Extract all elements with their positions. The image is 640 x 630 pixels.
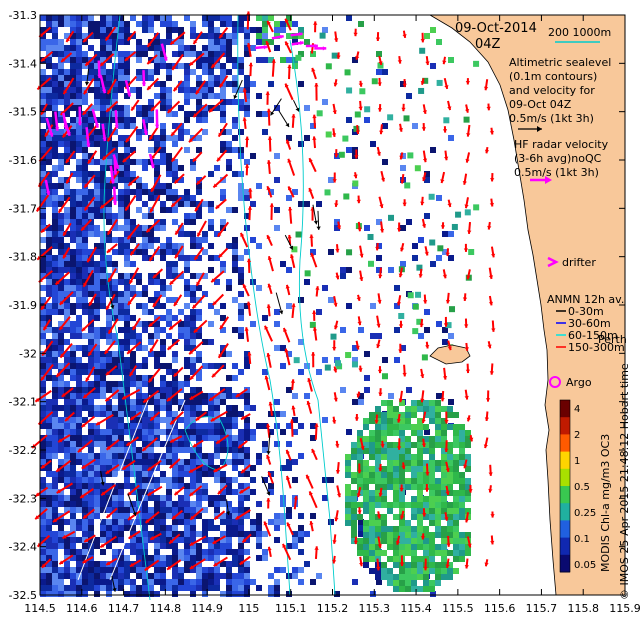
perth-label: Perth bbox=[598, 333, 627, 346]
x-tick-label: 115.3 bbox=[359, 602, 391, 615]
colorbar-segment bbox=[560, 417, 570, 435]
chlorophyll-pixels bbox=[40, 15, 480, 597]
colorbar-segment bbox=[560, 468, 570, 487]
time-label: 04Z bbox=[475, 37, 501, 52]
x-tick-label: 115.1 bbox=[275, 602, 307, 615]
x-tick-label: 114.5 bbox=[24, 602, 56, 615]
velocity-arrows bbox=[31, 11, 496, 592]
colorbar-tick-label: 0.5 bbox=[574, 482, 590, 493]
y-tick-label: -32.5 bbox=[9, 589, 37, 602]
colorbar-tick-label: 0.1 bbox=[574, 534, 590, 545]
svg-text:and velocity for: and velocity for bbox=[509, 84, 595, 97]
svg-text:09-Oct 04Z: 09-Oct 04Z bbox=[509, 98, 572, 111]
y-tick-label: -31.5 bbox=[9, 106, 37, 119]
svg-text:(3-6h avg)noQC: (3-6h avg)noQC bbox=[514, 152, 602, 165]
x-tick-label: 115.2 bbox=[317, 602, 349, 615]
anmn-item-label: 0-30m bbox=[568, 305, 604, 318]
anmn-item-label: 150-300m bbox=[568, 341, 625, 354]
colorbar-segment bbox=[560, 520, 570, 539]
x-tick-label: 115.4 bbox=[400, 602, 432, 615]
anmn-item-label: 60-150m bbox=[568, 329, 618, 342]
svg-text:HF radar velocity: HF radar velocity bbox=[514, 138, 609, 151]
y-tick-label: -31.8 bbox=[9, 251, 37, 264]
colorbar-tick-label: 4 bbox=[574, 404, 580, 415]
x-tick-label: 115.8 bbox=[567, 602, 599, 615]
x-tick-label: 115.7 bbox=[526, 602, 558, 615]
credit-text: © IMOS 25-Apr-2015 21:48:12 Hobart time bbox=[618, 363, 631, 600]
svg-text:Argo: Argo bbox=[566, 376, 592, 389]
colorbar-segment bbox=[560, 537, 570, 556]
svg-text:Altimetric sealevel: Altimetric sealevel bbox=[509, 56, 611, 69]
land-area bbox=[428, 14, 626, 596]
colorbar-tick-label: 0.05 bbox=[574, 560, 596, 571]
colorbar-segment bbox=[560, 451, 570, 470]
colorbar-segment bbox=[560, 554, 570, 573]
axes: 114.5 114.6 114.7 114.8 114.9 115 115.1 115.2 11… bbox=[9, 9, 640, 615]
altimetric-legend: Altimetric sealevel (0.1m contours) and … bbox=[509, 56, 611, 132]
x-tick-label: 114.7 bbox=[108, 602, 140, 615]
svg-text:drifter: drifter bbox=[562, 256, 596, 269]
island bbox=[429, 344, 471, 365]
y-tick-label: -32 bbox=[19, 347, 37, 360]
colorbar-label: MODIS Chl-a mg/m3 OC3 bbox=[599, 434, 612, 572]
colorbar-segment bbox=[560, 503, 570, 521]
y-tick-label: -31.3 bbox=[9, 9, 37, 22]
drifter-legend: drifter bbox=[547, 256, 596, 269]
y-tick-label: -32.2 bbox=[9, 444, 37, 457]
x-tick-label: 115 bbox=[238, 602, 259, 615]
argo-legend: Argo bbox=[549, 376, 592, 389]
date-label: 09-Oct-2014 bbox=[455, 21, 537, 36]
colorbar-segment bbox=[560, 400, 570, 418]
y-tick-label: -31.7 bbox=[9, 202, 37, 215]
svg-text:(0.1m contours): (0.1m contours) bbox=[509, 70, 597, 83]
chl-colorbar: 4 2 1 0.5 0.25 0.1 0.05 bbox=[559, 399, 596, 573]
x-tick-label: 115.5 bbox=[442, 602, 474, 615]
colorbar-tick-label: 1 bbox=[574, 456, 580, 467]
y-tick-label: -32.4 bbox=[9, 541, 37, 554]
x-tick-label: 115.9 bbox=[609, 602, 640, 615]
svg-text:ANMN 12h av.: ANMN 12h av. bbox=[547, 293, 624, 306]
x-tick-label: 114.6 bbox=[66, 602, 98, 615]
y-tick-label: -32.3 bbox=[9, 492, 37, 505]
hf-radar-legend: HF radar velocity (3-6h avg)noQC 0.5m/s … bbox=[514, 138, 609, 184]
y-tick-label: -31.6 bbox=[9, 154, 37, 167]
svg-text:0.5m/s (1kt 3h): 0.5m/s (1kt 3h) bbox=[514, 166, 599, 179]
anmn-item-label: 30-60m bbox=[568, 317, 611, 330]
x-tick-label: 114.9 bbox=[191, 602, 223, 615]
colorbar-tick-label: 2 bbox=[574, 430, 580, 441]
y-tick-label: -32.1 bbox=[9, 396, 37, 409]
y-tick-label: -31.9 bbox=[9, 299, 37, 312]
x-tick-label: 114.8 bbox=[150, 602, 182, 615]
svg-text:0.5m/s (1kt 3h): 0.5m/s (1kt 3h) bbox=[509, 112, 594, 125]
colorbar-tick-label: 0.25 bbox=[574, 508, 596, 519]
colorbar-segment bbox=[560, 486, 570, 504]
x-tick-label: 115.6 bbox=[484, 602, 516, 615]
bathy-legend: 200 1000m bbox=[548, 26, 611, 39]
colorbar-segment bbox=[560, 434, 570, 453]
y-tick-label: -31.4 bbox=[9, 57, 37, 70]
